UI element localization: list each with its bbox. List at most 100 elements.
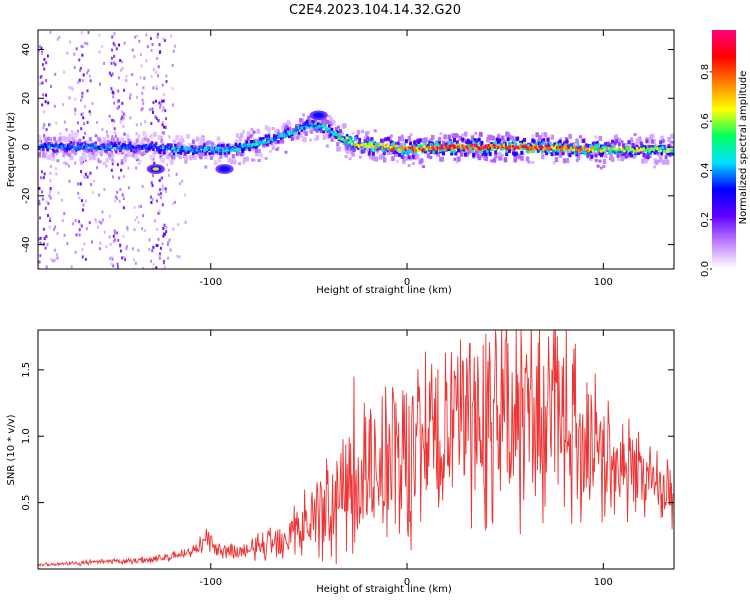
heatmap-ridge-cell xyxy=(141,138,145,144)
heatmap-ridge-cell xyxy=(99,152,103,157)
heatmap-ridge-cell xyxy=(487,143,490,147)
heatmap-ridge-cell xyxy=(402,146,405,150)
heatmap-ridge-cell xyxy=(441,140,446,146)
heatmap-ridge-cell xyxy=(376,147,380,152)
heatmap-noise-cell xyxy=(142,267,145,269)
heatmap-noise-cell xyxy=(162,226,165,230)
heatmap-ridge-cell xyxy=(319,123,323,127)
heatmap-noise-cell xyxy=(176,254,179,258)
heatmap-ridge-cell xyxy=(303,137,307,143)
heatmap-noise-cell xyxy=(112,95,115,99)
heatmap-noise-cell xyxy=(87,68,90,72)
heatmap-ridge-cell xyxy=(404,139,408,144)
heatmap-ridge-cell xyxy=(543,144,547,148)
heatmap-halo-cell xyxy=(275,148,279,152)
heatmap-ridge-cell xyxy=(560,148,563,152)
heatmap-ridge-cell xyxy=(132,146,136,150)
heatmap-ridge-cell xyxy=(365,141,368,145)
heatmap-ridge-cell xyxy=(330,127,334,131)
heatmap-ridge-cell xyxy=(175,148,178,152)
heatmap-ridge-cell xyxy=(157,150,161,154)
heatmap-halo-cell xyxy=(429,156,433,160)
heatmap-ridge-cell xyxy=(359,143,362,147)
heatmap-ridge-cell xyxy=(211,153,215,159)
heatmap-noise-cell xyxy=(158,51,161,55)
heatmap-noise-cell xyxy=(96,166,99,170)
heatmap-ridge-cell xyxy=(285,124,289,129)
heatmap-noise-cell xyxy=(70,265,73,269)
heatmap-ridge-cell xyxy=(615,149,618,153)
heatmap-ridge-cell xyxy=(234,139,238,145)
snr-series-line xyxy=(38,330,674,568)
heatmap-ridge-cell xyxy=(634,152,637,156)
heatmap-ridge-cell xyxy=(94,151,98,157)
heatmap-noise-cell xyxy=(77,80,80,84)
heatmap-noise-cell xyxy=(119,58,122,62)
heatmap-ridge-cell xyxy=(660,151,664,156)
heatmap-ridge-cell xyxy=(381,152,386,158)
heatmap-ridge-cell xyxy=(627,145,631,149)
heatmap-ridge-cell xyxy=(428,141,432,146)
heatmap-ridge-cell xyxy=(180,137,185,143)
heatmap-ridge-cell xyxy=(348,137,351,141)
heatmap-ridge-cell xyxy=(356,146,360,150)
heatmap-ridge-cell xyxy=(191,149,195,153)
heatmap-ridge-cell xyxy=(230,146,233,150)
heatmap-halo-cell xyxy=(540,132,544,136)
heatmap-noise-cell xyxy=(63,233,66,237)
heatmap-ridge-cell xyxy=(452,145,456,149)
heatmap-ridge-cell xyxy=(562,147,566,151)
heatmap-ridge-cell xyxy=(125,133,130,139)
heatmap-ridge-cell xyxy=(513,157,517,163)
heatmap-ridge-cell xyxy=(378,154,383,160)
heatmap-ridge-cell xyxy=(220,144,224,148)
heatmap-halo-cell xyxy=(455,160,459,164)
heatmap-noise-cell xyxy=(156,243,159,247)
heatmap-ridge-cell xyxy=(102,137,107,143)
heatmap-ridge-cell xyxy=(72,145,75,149)
heatmap-ridge-cell xyxy=(481,145,485,149)
heatmap-ridge-cell xyxy=(59,145,63,148)
heatmap-ridge-cell xyxy=(472,140,475,144)
heatmap-noise-cell xyxy=(67,96,70,100)
heatmap-noise-cell xyxy=(184,220,187,224)
heatmap-ridge-cell xyxy=(619,148,622,152)
heatmap-ridge-cell xyxy=(216,144,220,148)
heatmap-noise-cell xyxy=(142,86,145,90)
heatmap-ridge-cell xyxy=(637,151,640,155)
heatmap-ridge-cell xyxy=(112,144,115,148)
heatmap-ridge-cell xyxy=(237,144,240,148)
heatmap-ridge-cell xyxy=(274,138,277,142)
heatmap-ridge-cell xyxy=(266,138,269,142)
heatmap-ridge-cell xyxy=(419,147,423,151)
heatmap-ridge-cell xyxy=(407,150,411,154)
heatmap-noise-cell xyxy=(163,232,166,236)
heatmap-ridge-cell xyxy=(454,133,458,139)
heatmap-ridge-cell xyxy=(340,137,343,141)
heatmap-ridge-cell xyxy=(270,141,274,146)
heatmap-ridge-cell xyxy=(139,146,143,150)
heatmap-ridge-cell xyxy=(255,140,258,144)
heatmap-ridge-cell xyxy=(656,147,659,151)
heatmap-noise-cell xyxy=(98,193,101,197)
heatmap-ridge-cell xyxy=(650,147,654,151)
heatmap-ridge-cell xyxy=(589,147,592,151)
heatmap-ridge-cell xyxy=(238,142,242,146)
heatmap-noise-cell xyxy=(141,184,144,188)
heatmap-ridge-cell xyxy=(572,148,575,152)
heatmap-ridge-cell xyxy=(241,144,244,148)
heatmap-noise-cell xyxy=(150,201,153,205)
heatmap-ridge-cell xyxy=(437,148,441,152)
heatmap-ridge-cell xyxy=(446,144,449,148)
heatmap-ridge-cell xyxy=(430,134,435,140)
heatmap-ridge-cell xyxy=(249,145,253,148)
heatmap-ridge-cell xyxy=(58,145,62,149)
heatmap-ridge-cell xyxy=(366,145,369,149)
heatmap-noise-cell xyxy=(121,110,124,114)
heatmap-ridge-cell xyxy=(404,146,408,150)
heatmap-noise-cell xyxy=(39,236,42,240)
heatmap-noise-cell xyxy=(97,158,100,162)
heatmap-ridge-cell xyxy=(279,136,283,141)
heatmap-ridge-cell xyxy=(498,145,501,149)
heatmap-noise-cell xyxy=(84,104,87,108)
